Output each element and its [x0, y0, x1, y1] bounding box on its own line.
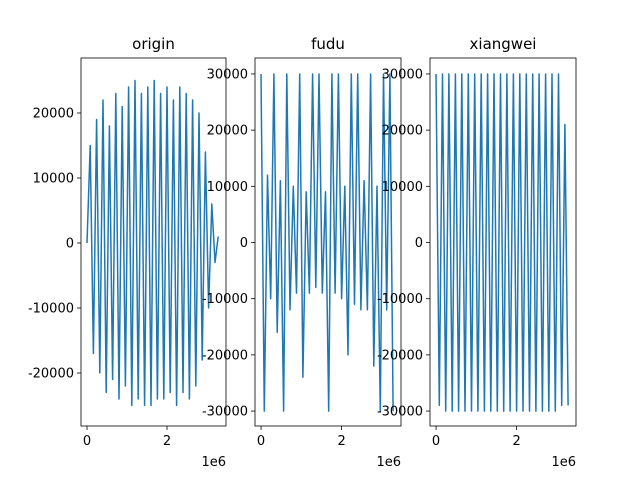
y-tick-label: -20000 [202, 348, 248, 363]
y-tick-label: 10000 [382, 180, 423, 195]
y-tick-label: 0 [240, 236, 248, 251]
y-tick-label: -30000 [377, 405, 423, 420]
y-tick-label: 0 [66, 237, 74, 252]
signal-line [86, 79, 219, 407]
y-tick-label: 20000 [207, 124, 248, 139]
x-tick-label: 0 [432, 434, 440, 449]
x-tick-label: 2 [337, 434, 345, 449]
signal-line [435, 73, 569, 412]
x-tick-label: 0 [83, 434, 91, 449]
y-tick-label: -20000 [377, 348, 423, 363]
y-tick-label: 0 [415, 236, 423, 251]
subplot-title: origin [132, 35, 175, 53]
y-tick-label: -10000 [28, 302, 74, 317]
x-offset-label: 1e6 [376, 455, 401, 470]
y-tick-label: -30000 [202, 405, 248, 420]
y-tick-label: 10000 [33, 172, 74, 187]
axes-frame [80, 57, 227, 427]
y-tick-label: 20000 [382, 124, 423, 139]
subplot-title: fudu [311, 35, 345, 53]
axes-frame [254, 57, 402, 427]
y-tick-label: 30000 [207, 67, 248, 82]
signal-line [260, 73, 394, 412]
x-offset-label: 1e6 [551, 455, 576, 470]
subplot-title: xiangwei [470, 35, 537, 53]
y-tick-label: -10000 [202, 292, 248, 307]
y-tick-label: -10000 [377, 292, 423, 307]
x-tick-label: 2 [163, 434, 171, 449]
x-tick-label: 2 [512, 434, 520, 449]
axes-frame [429, 57, 577, 427]
y-tick-label: 20000 [33, 106, 74, 121]
y-tick-label: -20000 [28, 367, 74, 382]
y-tick-label: 10000 [207, 180, 248, 195]
y-tick-label: 30000 [382, 67, 423, 82]
x-offset-label: 1e6 [201, 455, 226, 470]
x-tick-label: 0 [257, 434, 265, 449]
